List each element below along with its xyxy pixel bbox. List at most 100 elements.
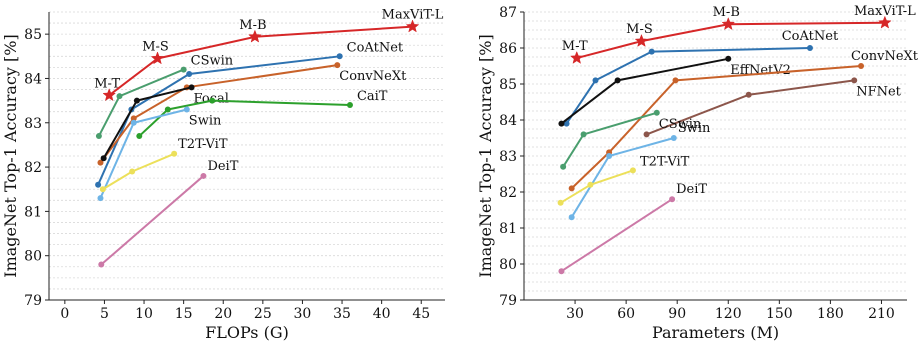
series-line bbox=[138, 99, 350, 137]
data-point bbox=[851, 77, 858, 84]
data-point bbox=[130, 119, 137, 126]
data-point bbox=[209, 97, 216, 104]
series-line bbox=[100, 175, 205, 266]
data-point bbox=[188, 84, 195, 91]
y-tick-label: 80 bbox=[24, 249, 42, 265]
series-line bbox=[570, 137, 675, 218]
data-point-star bbox=[405, 19, 420, 33]
data-point bbox=[606, 153, 613, 159]
x-tick-label: 20 bbox=[214, 306, 232, 322]
x-tick-label: 45 bbox=[412, 306, 430, 322]
data-point bbox=[806, 45, 813, 51]
x-tick-label: 60 bbox=[617, 306, 635, 322]
series-label: CaiT bbox=[357, 89, 388, 104]
x-tick-label: 5 bbox=[100, 306, 109, 322]
x-tick-label: 40 bbox=[373, 306, 391, 322]
data-point bbox=[858, 63, 865, 69]
data-point bbox=[672, 77, 679, 84]
series-line bbox=[560, 198, 673, 273]
data-point bbox=[186, 71, 193, 78]
data-point bbox=[643, 131, 650, 138]
chart-flops: 0 5 10 15 20 25 30 35 40 45 79 80 81 82 83 84 85 FLOPs (G… bbox=[1, 8, 445, 342]
series-label: MaxViT-L bbox=[854, 4, 916, 19]
x-tick-label: 180 bbox=[817, 306, 844, 322]
y-axis-label: ImageNet Top-1 Accuracy [%] bbox=[1, 34, 20, 277]
series-label: M-S bbox=[626, 22, 653, 37]
y-tick-label: 85 bbox=[24, 27, 42, 43]
x-tick-label: 150 bbox=[766, 306, 793, 322]
data-point bbox=[97, 159, 104, 166]
data-point bbox=[587, 181, 594, 188]
data-point bbox=[669, 196, 676, 203]
y-tick-label: 83 bbox=[24, 116, 42, 132]
data-point bbox=[560, 163, 567, 170]
data-point bbox=[568, 185, 575, 192]
data-point bbox=[95, 181, 102, 188]
data-point bbox=[100, 155, 107, 162]
series-label: DeiT bbox=[676, 182, 707, 197]
y-tick-label: 84 bbox=[24, 71, 42, 87]
y-tick-label: 82 bbox=[499, 185, 517, 201]
x-tick-label: 30 bbox=[566, 306, 584, 322]
x-tick-label: 10 bbox=[135, 306, 153, 322]
series-label: ConvNeXt bbox=[851, 49, 919, 64]
x-tick-label: 15 bbox=[175, 306, 193, 322]
data-point bbox=[95, 133, 102, 140]
data-point bbox=[180, 66, 187, 73]
data-point bbox=[614, 77, 621, 84]
series-line bbox=[102, 152, 175, 191]
data-point-star bbox=[102, 88, 117, 102]
data-point-star bbox=[248, 29, 262, 43]
x-tick-label: 35 bbox=[333, 306, 351, 322]
data-point bbox=[648, 48, 655, 55]
x-axis-label: FLOPs (G) bbox=[205, 323, 289, 342]
series-label: M-T bbox=[94, 76, 120, 91]
series-label: Swin bbox=[189, 113, 222, 128]
chart-parameters: 30 60 90 120 150 180 210 79 80 81 82 83 84 85 86 87 Para… bbox=[476, 4, 919, 342]
x-tick-label: 25 bbox=[254, 306, 272, 322]
data-point bbox=[557, 199, 564, 206]
x-tick-label: 120 bbox=[715, 306, 742, 322]
series-label: CoAtNet bbox=[347, 40, 404, 55]
series-line bbox=[108, 25, 413, 97]
data-point bbox=[183, 106, 190, 113]
data-point bbox=[563, 120, 570, 127]
y-tick-label: 84 bbox=[499, 113, 517, 129]
data-point bbox=[558, 268, 565, 275]
data-point bbox=[136, 133, 143, 140]
data-point bbox=[346, 102, 353, 109]
data-point bbox=[200, 172, 207, 179]
data-point bbox=[129, 168, 136, 175]
data-point bbox=[653, 109, 660, 116]
y-tick-label: 79 bbox=[499, 293, 517, 309]
x-tick-label: 90 bbox=[668, 306, 686, 322]
x-tick-label: 210 bbox=[868, 306, 895, 322]
series-label: M-B bbox=[239, 18, 266, 33]
y-tick-label: 85 bbox=[499, 77, 517, 93]
y-tick-label: 81 bbox=[24, 204, 42, 220]
y-tick-label: 79 bbox=[24, 293, 42, 309]
data-point bbox=[116, 93, 123, 100]
x-axis-label: Parameters (M) bbox=[652, 323, 779, 342]
data-point bbox=[725, 55, 732, 62]
series-label: Swin bbox=[678, 121, 711, 136]
series-label: M-S bbox=[142, 40, 169, 55]
data-point bbox=[99, 186, 106, 193]
data-point bbox=[745, 91, 752, 98]
data-point bbox=[568, 214, 575, 221]
y-tick-label: 80 bbox=[499, 257, 517, 273]
series-label: CSwin bbox=[191, 54, 234, 69]
series-line bbox=[576, 21, 885, 60]
data-point bbox=[336, 53, 343, 60]
data-point bbox=[97, 195, 104, 202]
y-tick-label: 81 bbox=[499, 221, 517, 237]
x-tick-label: 0 bbox=[60, 306, 69, 322]
data-point bbox=[171, 150, 178, 157]
data-point bbox=[133, 97, 140, 104]
y-tick-label: 82 bbox=[24, 160, 42, 176]
data-point bbox=[592, 77, 599, 84]
data-point bbox=[334, 62, 341, 69]
data-point-star bbox=[721, 17, 736, 31]
series-label: M-B bbox=[713, 5, 740, 20]
